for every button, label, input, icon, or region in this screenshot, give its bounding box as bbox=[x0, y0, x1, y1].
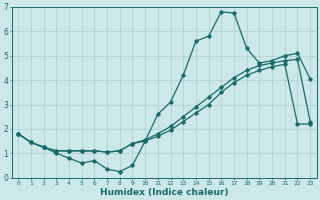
X-axis label: Humidex (Indice chaleur): Humidex (Indice chaleur) bbox=[100, 188, 228, 197]
